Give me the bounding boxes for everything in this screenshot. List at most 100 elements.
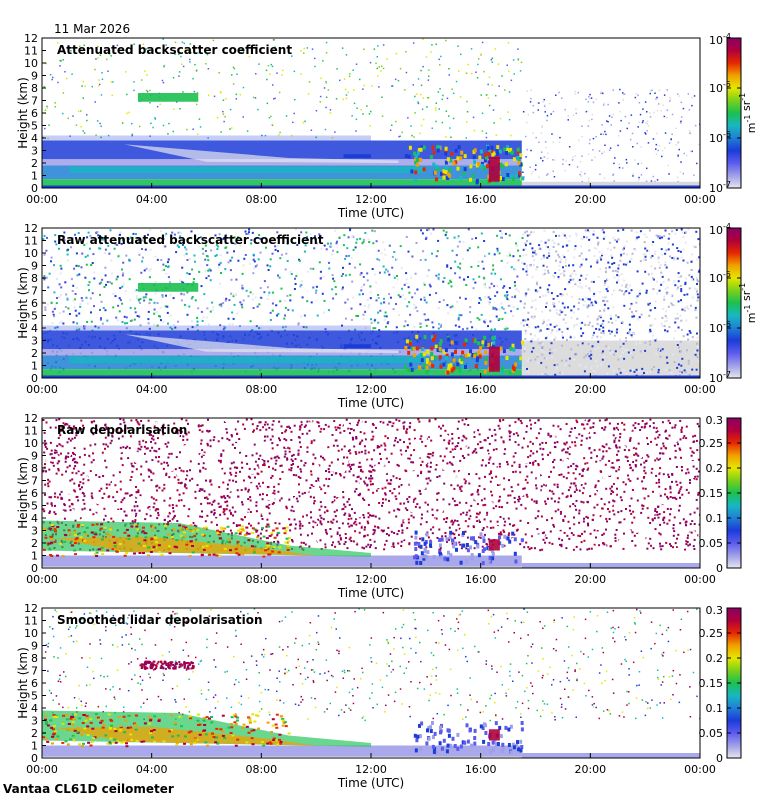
y-tick-label: 5: [31, 120, 38, 133]
y-axis-label: Height (km): [16, 267, 30, 338]
x-tick-label: 04:00: [136, 193, 168, 206]
x-tick-label: 16:00: [465, 763, 497, 776]
x-tick-label: 16:00: [465, 193, 497, 206]
y-tick-label: 1: [31, 170, 38, 183]
colorbar-unit-label: m-1 sr-1: [738, 283, 758, 323]
y-tick-label: 3: [31, 145, 38, 158]
colorbar-tick-label: 0.05: [699, 727, 724, 740]
y-tick-label: 10: [24, 437, 38, 450]
y-tick-label: 3: [31, 715, 38, 728]
x-tick-label: 00:00: [26, 573, 58, 586]
y-tick-label: 6: [31, 297, 38, 310]
x-tick-label: 08:00: [245, 573, 277, 586]
date-label: 11 Mar 2026: [54, 22, 130, 36]
colorbar: [726, 37, 742, 189]
x-tick-label: 20:00: [574, 573, 606, 586]
y-tick-label: 9: [31, 640, 38, 653]
panel-title: Raw attenuated backscatter coefficient: [57, 233, 324, 247]
colorbar-tick-label: 10-5: [709, 80, 731, 95]
colorbar-tick-label: 0.05: [699, 537, 724, 550]
y-tick-label: 4: [31, 322, 38, 335]
y-tick-label: 1: [31, 550, 38, 563]
x-tick-label: 04:00: [136, 763, 168, 776]
y-tick-label: 2: [31, 727, 38, 740]
panel-title: Smoothed lidar depolarisation: [57, 613, 263, 627]
colorbar-tick-label: 0: [716, 562, 723, 575]
y-tick-label: 5: [31, 690, 38, 703]
colorbar-tick-label: 0.25: [699, 627, 724, 640]
y-tick-label: 8: [31, 272, 38, 285]
heatmap-field: [42, 228, 700, 378]
x-tick-label: 12:00: [355, 193, 387, 206]
y-tick-label: 6: [31, 107, 38, 120]
y-tick-label: 10: [24, 627, 38, 640]
y-tick-label: 11: [24, 235, 38, 248]
colorbar: [726, 227, 742, 379]
y-tick-label: 11: [24, 45, 38, 58]
colorbar-unit-label: m-1 sr-1: [738, 93, 758, 133]
x-tick-label: 08:00: [245, 383, 277, 396]
y-tick-label: 8: [31, 652, 38, 665]
y-tick-label: 2: [31, 347, 38, 360]
y-tick-label: 2: [31, 157, 38, 170]
colorbar-tick-label: 0.3: [706, 414, 724, 427]
colorbar-tick-label: 0: [716, 752, 723, 765]
x-tick-label: 16:00: [465, 573, 497, 586]
heatmap-field: [42, 608, 700, 758]
y-tick-label: 1: [31, 740, 38, 753]
y-tick-label: 11: [24, 615, 38, 628]
y-tick-label: 4: [31, 512, 38, 525]
colorbar-tick-label: 0.15: [699, 487, 724, 500]
colorbar-tick-label: 10-5: [709, 270, 731, 285]
colorbar-tick-label: 10-6: [709, 320, 731, 335]
colorbar-tick-label: 10-6: [709, 130, 731, 145]
y-tick-label: 0: [31, 562, 38, 575]
y-tick-label: 7: [31, 95, 38, 108]
colorbar-tick-label: 10-7: [709, 180, 731, 195]
y-tick-label: 7: [31, 665, 38, 678]
colorbar-tick-label: 10-4: [709, 222, 731, 237]
y-tick-label: 12: [24, 222, 38, 235]
x-tick-label: 20:00: [574, 763, 606, 776]
y-tick-label: 3: [31, 335, 38, 348]
x-tick-label: 00:00: [26, 383, 58, 396]
y-tick-label: 5: [31, 500, 38, 513]
panel-title: Attenuated backscatter coefficient: [57, 43, 292, 57]
x-tick-label: 20:00: [574, 383, 606, 396]
x-axis-label: Time (UTC): [337, 396, 404, 410]
x-tick-label: 16:00: [465, 383, 497, 396]
x-tick-label: 12:00: [355, 383, 387, 396]
colorbar-tick-label: 10-7: [709, 370, 731, 385]
colorbar-tick-label: 0.3: [706, 604, 724, 617]
y-tick-label: 8: [31, 82, 38, 95]
x-tick-label: 20:00: [574, 193, 606, 206]
y-axis-label: Height (km): [16, 77, 30, 148]
y-tick-label: 12: [24, 412, 38, 425]
y-tick-label: 0: [31, 182, 38, 195]
y-tick-label: 9: [31, 70, 38, 83]
colorbar-tick-label: 10-4: [709, 32, 731, 47]
y-tick-label: 1: [31, 360, 38, 373]
x-tick-label: 12:00: [355, 573, 387, 586]
y-tick-label: 4: [31, 702, 38, 715]
y-tick-label: 10: [24, 57, 38, 70]
y-tick-label: 8: [31, 462, 38, 475]
y-tick-label: 7: [31, 285, 38, 298]
x-tick-label: 00:00: [26, 763, 58, 776]
y-tick-label: 2: [31, 537, 38, 550]
y-tick-label: 9: [31, 260, 38, 273]
y-tick-label: 5: [31, 310, 38, 323]
x-tick-label: 00:00: [26, 193, 58, 206]
y-tick-label: 6: [31, 487, 38, 500]
panel-title: Raw depolarisation: [57, 423, 187, 437]
x-tick-label: 00:00: [684, 193, 716, 206]
y-axis-label: Height (km): [16, 647, 30, 718]
x-tick-label: 04:00: [136, 573, 168, 586]
footer-label: Vantaa CL61D ceilometer: [3, 782, 174, 796]
x-tick-label: 08:00: [245, 763, 277, 776]
y-tick-label: 0: [31, 372, 38, 385]
y-tick-label: 3: [31, 525, 38, 538]
